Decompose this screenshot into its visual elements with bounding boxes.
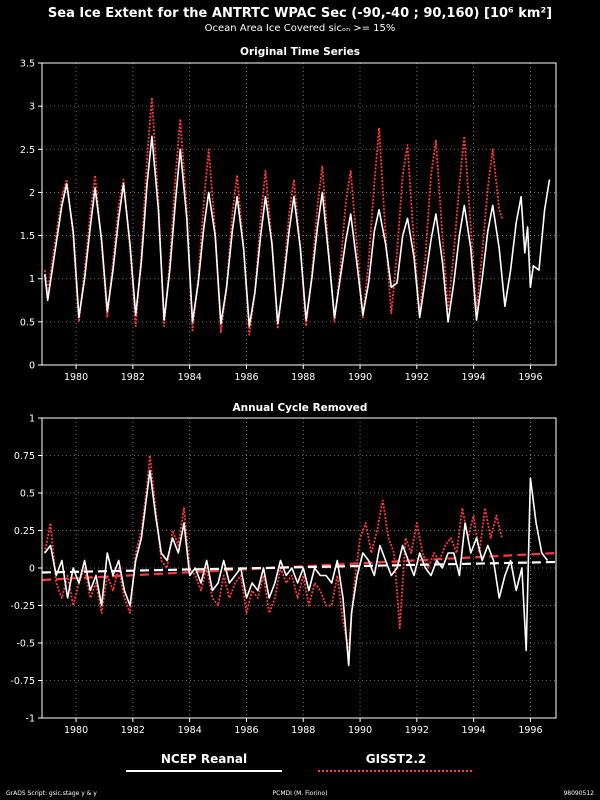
chart-title: Sea Ice Extent for the ANTRTC WPAC Sec (… xyxy=(48,6,552,21)
series-line-gisst2-2 xyxy=(43,96,503,336)
x-tick-label: 1984 xyxy=(178,725,202,736)
legend: NCEP Reanal GISST2.2 xyxy=(126,752,474,772)
x-tick-label: 1982 xyxy=(121,725,145,736)
y-tick-label: 0.5 xyxy=(20,317,35,328)
y-tick-label: -0.75 xyxy=(10,676,35,687)
y-tick-label: 3 xyxy=(29,102,35,113)
x-tick-label: 1990 xyxy=(348,725,372,736)
y-tick-label: 3.5 xyxy=(20,59,35,70)
y-tick-label: 0 xyxy=(29,361,35,372)
x-ticks-anomaly: 1980 1982 1984 1986 1988 1990 1992 1994 1996 xyxy=(64,718,543,736)
y-tick-label: -1 xyxy=(26,714,35,725)
x-tick-label: 1994 xyxy=(462,372,486,383)
y-tick-label: 2.5 xyxy=(20,145,35,156)
series-line-ncep-reanal xyxy=(44,135,551,328)
plot-frame-original xyxy=(41,62,557,366)
series-line-ncep-reanal-trend xyxy=(41,560,557,574)
y-tick-label: 1 xyxy=(29,274,35,285)
x-tick-label: 1988 xyxy=(291,372,315,383)
x-tick-label: 1986 xyxy=(234,725,258,736)
x-tick-label: 1990 xyxy=(348,372,372,383)
x-ticks-original: 1980 1982 1984 1986 1988 1990 1992 1994 1996 xyxy=(64,365,543,383)
x-tick-label: 1988 xyxy=(291,725,315,736)
x-tick-label: 1980 xyxy=(64,372,88,383)
series-group-original xyxy=(43,96,551,336)
panel-anomaly: Annual Cycle Removed -1 -0.75 -0.5 -0.25 0 0.… xyxy=(10,402,557,736)
footer-center: PCMDI (M. Fiorino) xyxy=(273,790,328,797)
x-tick-label: 1984 xyxy=(178,372,202,383)
y-tick-label: 0.75 xyxy=(14,451,35,462)
x-tick-label: 1980 xyxy=(64,725,88,736)
y-ticks-anomaly: -1 -0.75 -0.5 -0.25 0 0.25 0.5 0.75 1 xyxy=(10,414,42,725)
x-tick-label: 1986 xyxy=(234,372,258,383)
y-tick-label: 1 xyxy=(29,414,35,425)
panel-title-anomaly: Annual Cycle Removed xyxy=(233,402,368,414)
y-ticks-original: 0 0.5 1 1.5 2 2.5 3 3.5 xyxy=(20,59,42,372)
plot-frame-anomaly xyxy=(41,417,557,719)
x-tick-label: 1992 xyxy=(405,725,429,736)
y-tick-label: 0.5 xyxy=(20,489,35,500)
panel-original: Original Time Series 0 0.5 1 1.5 2 2.5 3 3.5 19… xyxy=(20,46,557,383)
chart-subtitle: Ocean Area Ice Covered sicₒₙ >= 15% xyxy=(205,23,396,34)
x-tick-label: 1996 xyxy=(518,372,542,383)
footer-right: 98090512 xyxy=(563,790,594,797)
x-tick-label: 1996 xyxy=(518,725,542,736)
legend-label-gisst: GISST2.2 xyxy=(366,752,427,766)
x-tick-label: 1994 xyxy=(462,725,486,736)
footer-left: GrADS Script: gsic.stage y & y xyxy=(6,790,97,797)
series-line-ncep-reanal xyxy=(44,469,549,667)
x-tick-label: 1992 xyxy=(405,372,429,383)
grid-anomaly xyxy=(42,418,556,718)
x-tick-label: 1982 xyxy=(121,372,145,383)
y-tick-label: 2 xyxy=(29,188,35,199)
series-group-anomaly xyxy=(41,454,557,667)
y-tick-label: 0.25 xyxy=(14,526,35,537)
y-tick-label: 1.5 xyxy=(20,231,35,242)
y-tick-label: -0.25 xyxy=(10,601,35,612)
legend-label-ncep: NCEP Reanal xyxy=(161,752,247,766)
y-tick-label: -0.5 xyxy=(16,639,35,650)
panel-title-original: Original Time Series xyxy=(240,46,360,58)
y-tick-label: 0 xyxy=(29,564,35,575)
